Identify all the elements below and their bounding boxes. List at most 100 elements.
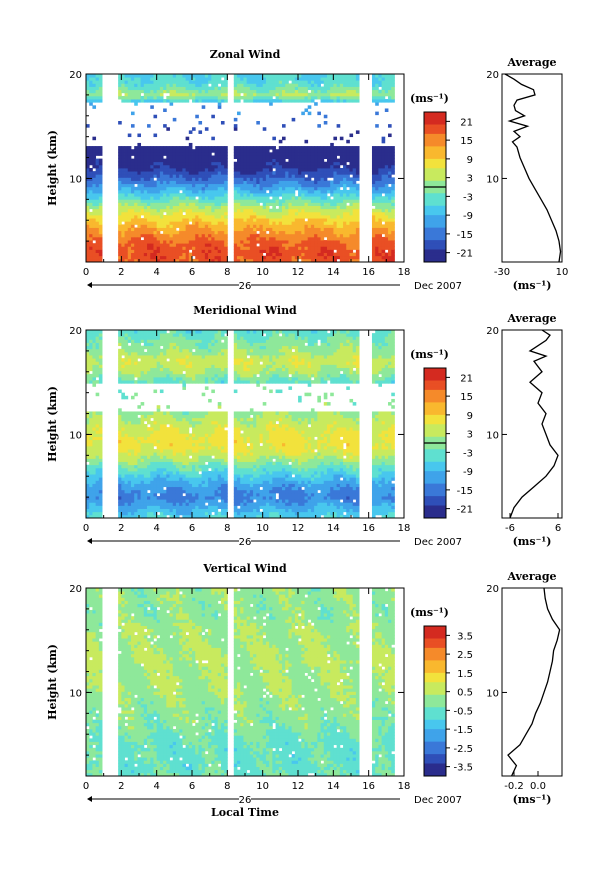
heatmap-cell <box>92 333 97 337</box>
heatmap-cell <box>375 99 379 103</box>
heatmap-cell <box>163 171 167 175</box>
heatmap-cell <box>375 89 379 94</box>
heatmap-cell <box>121 230 125 235</box>
heatmap-cell <box>153 436 158 441</box>
heatmap-cell <box>143 486 148 491</box>
heatmap-cell <box>140 370 145 375</box>
heatmap-cell <box>346 205 350 210</box>
heatmap-cell <box>185 202 190 206</box>
heatmap-cell <box>159 183 164 188</box>
heatmap-cell <box>214 171 219 175</box>
heatmap-cell <box>150 164 154 169</box>
heatmap-cell <box>211 215 215 219</box>
heatmap-cell <box>201 193 206 197</box>
heatmap-cell <box>259 164 264 169</box>
heatmap-cell <box>172 171 177 175</box>
heatmap-cell <box>253 95 257 100</box>
heatmap-cell <box>349 208 354 213</box>
heatmap-cell <box>156 193 161 197</box>
heatmap-cell <box>243 205 248 210</box>
heatmap-cell <box>326 199 331 203</box>
heatmap-cell <box>240 158 244 163</box>
heatmap-cell <box>220 243 225 247</box>
heatmap-cell <box>285 252 289 257</box>
heatmap-cell <box>147 480 151 484</box>
heatmap-cell <box>147 240 151 244</box>
heatmap-cell <box>159 471 164 475</box>
heatmap-cell <box>147 215 151 219</box>
heatmap-cell <box>204 99 209 103</box>
heatmap-cell <box>208 227 212 232</box>
heatmap-cell <box>272 249 276 253</box>
heatmap-cell <box>272 180 276 185</box>
heatmap-cell <box>214 236 219 241</box>
heatmap-cell <box>127 99 132 103</box>
heatmap-cell <box>346 155 350 159</box>
heatmap-cell <box>375 224 379 228</box>
heatmap-cell <box>140 505 145 509</box>
heatmap-cell <box>294 92 299 97</box>
heatmap-cell <box>339 146 344 150</box>
heatmap-cell <box>339 233 344 238</box>
heatmap-cell <box>92 505 97 509</box>
heatmap-cell <box>278 236 283 241</box>
heatmap-cell <box>262 189 267 194</box>
heatmap-cell <box>355 152 360 156</box>
heatmap-cell <box>294 233 299 238</box>
heatmap-cell <box>211 186 215 191</box>
heatmap-cell <box>285 258 289 263</box>
heatmap-cell <box>217 177 222 181</box>
heatmap-cell <box>262 255 267 260</box>
heatmap-cell <box>147 186 151 191</box>
heatmap-cell <box>150 339 154 343</box>
heatmap-cell <box>134 83 138 87</box>
heatmap-cell <box>127 252 132 257</box>
heatmap-cell <box>265 208 270 213</box>
heatmap-cell <box>89 424 93 428</box>
heatmap-cell <box>195 161 199 166</box>
heatmap-cell <box>301 218 305 222</box>
heatmap-cell <box>118 158 122 163</box>
heatmap-cell <box>130 496 135 500</box>
y-tick-label: 20 <box>69 70 82 81</box>
heatmap-cell <box>339 193 344 197</box>
heatmap-cell <box>285 74 289 78</box>
heatmap-cell <box>156 464 161 469</box>
heatmap-cell <box>95 514 100 519</box>
heatmap-cell <box>323 74 328 78</box>
heatmap-cell <box>265 205 270 210</box>
heatmap-cell <box>86 164 90 169</box>
heatmap-cell <box>256 158 260 163</box>
heatmap-cell <box>339 161 344 166</box>
heatmap-cell <box>153 502 158 506</box>
heatmap-cell <box>259 83 264 87</box>
heatmap-cell <box>240 186 244 191</box>
heatmap-cell <box>121 174 125 178</box>
heatmap-cell <box>243 196 248 200</box>
heatmap-cell <box>140 202 145 206</box>
heatmap-cell <box>143 461 148 466</box>
heatmap-cell <box>269 249 273 253</box>
heatmap-cell <box>259 246 264 250</box>
heatmap-cell <box>294 155 299 159</box>
heatmap-cell <box>143 146 148 150</box>
heatmap-cell <box>265 177 270 181</box>
heatmap-cell <box>163 215 167 219</box>
heatmap-cell <box>346 152 350 156</box>
heatmap-cell <box>140 155 145 159</box>
heatmap-cell <box>259 86 264 91</box>
heatmap-cell <box>195 230 199 235</box>
heatmap-cell <box>124 233 129 238</box>
heatmap-cell <box>233 183 238 188</box>
heatmap-cell <box>143 249 148 253</box>
heatmap-cell <box>121 149 125 153</box>
heatmap-cell <box>159 252 164 257</box>
heatmap-cell <box>204 183 209 188</box>
heatmap-cell <box>224 249 228 253</box>
heatmap-cell <box>98 208 103 213</box>
heatmap-cell <box>355 252 360 257</box>
heatmap-cell <box>355 77 360 81</box>
heatmap-cell <box>98 99 103 103</box>
heatmap-cell <box>314 205 318 210</box>
heatmap-cell <box>172 117 177 122</box>
